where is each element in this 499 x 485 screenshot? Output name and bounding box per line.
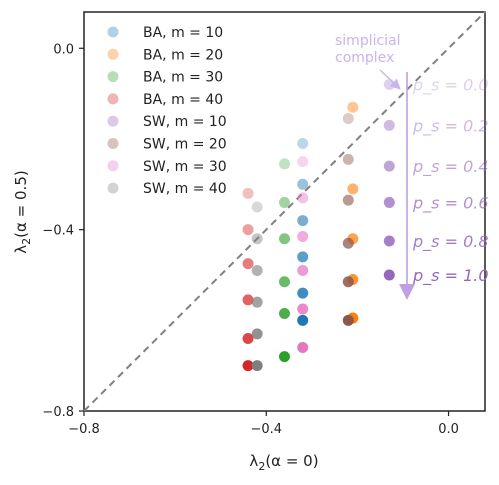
ps-label: p_s = 1.0: [412, 266, 489, 286]
legend-label: SW, m = 20: [143, 137, 227, 153]
y-axis-title: λ2(α = 0.5): [12, 170, 33, 253]
legend-label: BA, m = 30: [143, 70, 223, 86]
data-point: [342, 153, 354, 165]
data-point: [279, 276, 290, 288]
data-point: [297, 251, 309, 263]
legend-label: BA, m = 10: [143, 25, 223, 41]
legend-marker: [107, 182, 119, 194]
data-point: [383, 79, 395, 91]
data-point: [383, 196, 395, 208]
x-axis-title: λ2(α = 0): [249, 452, 318, 473]
data-point: [383, 119, 395, 131]
data-point: [251, 296, 263, 308]
data-point: [342, 276, 354, 288]
data-point: [242, 360, 254, 372]
data-point: [279, 351, 290, 363]
legend-marker: [107, 93, 119, 105]
data-points: [242, 79, 395, 372]
data-point: [251, 328, 263, 340]
x-tick-label: −0.4: [250, 422, 282, 437]
legend-marker: [107, 48, 119, 60]
data-point: [297, 192, 309, 204]
data-point: [242, 258, 254, 270]
data-point: [347, 183, 359, 195]
y-tick-label: −0.4: [42, 224, 74, 239]
identity-line: [83, 11, 486, 412]
data-point: [297, 287, 309, 299]
data-point: [342, 237, 354, 249]
legend-label: SW, m = 10: [143, 114, 227, 130]
data-point: [297, 156, 309, 168]
data-point: [342, 314, 354, 326]
data-point: [279, 196, 290, 208]
annotation-arrow: [379, 69, 401, 90]
data-point: [242, 294, 254, 306]
data-point: [297, 264, 309, 276]
data-point: [297, 342, 309, 354]
legend-label: BA, m = 20: [143, 47, 223, 63]
y-tick-label: 0.0: [53, 42, 74, 57]
ps-label: p_s = 0.2: [412, 116, 489, 136]
data-point: [242, 187, 254, 199]
ps-label: p_s = 0.8: [412, 232, 489, 252]
data-point: [342, 113, 354, 125]
legend-marker: [107, 26, 119, 38]
data-point: [279, 308, 290, 320]
legend-label: BA, m = 40: [143, 92, 223, 108]
legend-label: SW, m = 30: [143, 159, 227, 175]
ps-label: p_s = 0.0: [412, 76, 489, 96]
legend-marker: [107, 71, 119, 83]
data-point: [297, 303, 309, 315]
plot-frame: [83, 11, 486, 412]
legend-label: SW, m = 40: [143, 181, 227, 197]
ps-scale: p_s = 0.0 p_s = 0.2 p_s = 0.4 p_s = 0.6 p_s …: [412, 76, 489, 286]
legend: BA, m = 10 BA, m = 20 BA, m = 30 BA, m = 40…: [107, 25, 227, 197]
data-point: [279, 158, 290, 170]
legend-marker: [107, 115, 119, 127]
data-point: [297, 230, 309, 242]
data-point: [251, 360, 263, 372]
x-tick-label: 0.0: [438, 422, 459, 437]
data-point: [242, 332, 254, 344]
data-point: [279, 233, 290, 245]
data-point: [251, 233, 263, 245]
data-point: [383, 160, 395, 172]
data-point: [383, 235, 395, 247]
annotation-line2: complex: [335, 50, 394, 66]
legend-marker: [107, 138, 119, 149]
data-point: [347, 101, 359, 113]
y-tick-label: −0.8: [42, 405, 74, 420]
legend-marker: [107, 160, 119, 172]
data-point: [251, 201, 263, 213]
data-point: [342, 194, 354, 206]
axis-ticks: −0.8 −0.4 0.0 0.0 −0.4 −0.8: [42, 42, 458, 437]
data-point: [242, 224, 254, 236]
data-point: [383, 269, 395, 281]
data-point: [251, 264, 263, 276]
x-tick-label: −0.8: [68, 422, 100, 437]
data-point: [297, 314, 309, 326]
ps-label: p_s = 0.4: [412, 157, 489, 177]
data-point: [297, 178, 309, 190]
annotation-line1: simplicial: [335, 33, 401, 49]
data-point: [297, 137, 309, 149]
data-point: [297, 215, 309, 227]
ps-label: p_s = 0.6: [412, 193, 489, 213]
